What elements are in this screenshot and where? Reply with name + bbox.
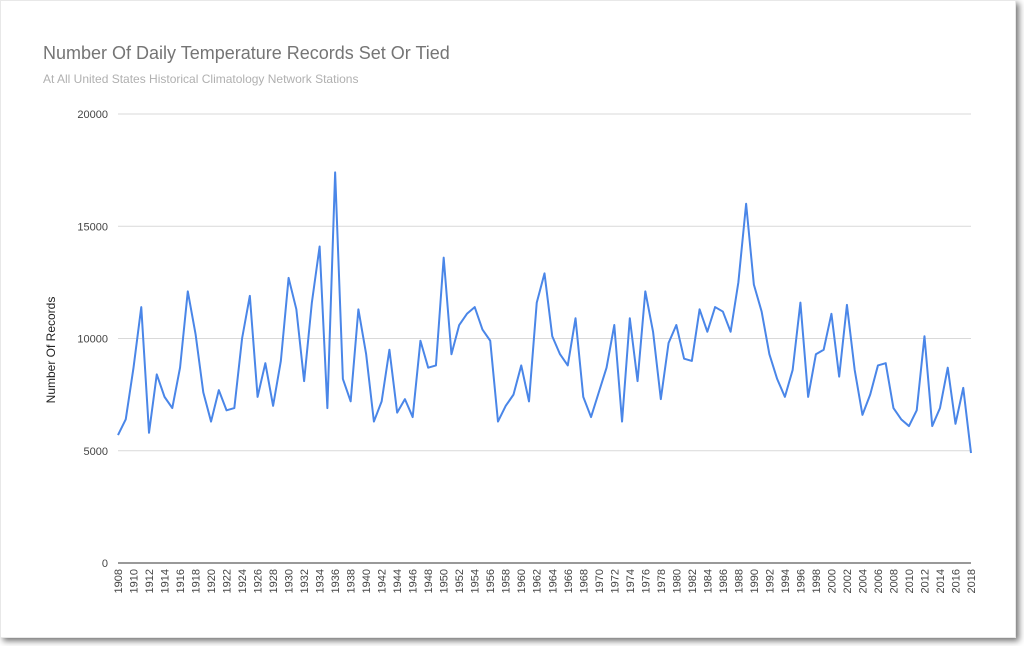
x-tick-label: 1950 — [439, 569, 451, 593]
x-tick-label: 1954 — [470, 569, 482, 593]
x-tick-label: 2000 — [826, 569, 838, 593]
x-tick-label: 2010 — [904, 569, 916, 593]
series-layer — [117, 171, 972, 454]
x-tick-label: 1966 — [563, 569, 575, 593]
x-tick-label: 1908 — [113, 569, 125, 593]
x-tick-label: 1936 — [330, 569, 342, 593]
x-tick-label: 1986 — [718, 569, 730, 593]
x-tick-label: 1930 — [284, 569, 296, 593]
x-tick-label: 1920 — [206, 569, 218, 593]
chart-title: Number Of Daily Temperature Records Set … — [43, 43, 450, 63]
x-tick-label: 2012 — [919, 569, 931, 593]
x-tick-label: 2016 — [950, 569, 962, 593]
series-line — [117, 171, 972, 454]
y-tick-label: 0 — [102, 558, 108, 570]
x-tick-label: 1956 — [485, 569, 497, 593]
x-tick-label: 1960 — [516, 569, 528, 593]
x-tick-label: 1928 — [268, 569, 280, 593]
x-tick-label: 1948 — [423, 569, 435, 593]
x-tick-label: 1940 — [361, 569, 373, 593]
chart-subtitle: At All United States Historical Climatol… — [43, 72, 359, 86]
y-tick-label: 10000 — [77, 334, 108, 346]
x-tick-label: 1926 — [253, 569, 265, 593]
x-tick-label: 1972 — [609, 569, 621, 593]
y-axis-ticks: 0 5000 10000 15000 20000 — [77, 109, 108, 570]
y-tick-label: 20000 — [77, 109, 108, 121]
x-tick-label: 1912 — [144, 569, 156, 593]
x-tick-label: 2006 — [873, 569, 885, 593]
x-tick-label: 1946 — [408, 569, 420, 593]
x-tick-label: 2002 — [842, 569, 854, 593]
x-tick-label: 1922 — [222, 569, 234, 593]
x-tick-label: 1944 — [392, 569, 404, 593]
gridlines — [118, 113, 971, 452]
x-tick-label: 1932 — [299, 569, 311, 593]
x-tick-label: 1952 — [454, 569, 466, 593]
x-tick-label: 1968 — [578, 569, 590, 593]
x-tick-label: 1910 — [129, 569, 141, 593]
x-tick-label: 1992 — [764, 569, 776, 593]
x-tick-label: 1984 — [702, 569, 714, 593]
x-tick-label: 1934 — [315, 569, 327, 593]
x-tick-label: 1988 — [733, 569, 745, 593]
x-tick-label: 1980 — [671, 569, 683, 593]
x-tick-label: 1994 — [780, 569, 792, 593]
x-tick-label: 1998 — [811, 569, 823, 593]
x-tick-label: 2018 — [966, 569, 978, 593]
y-tick-label: 5000 — [84, 446, 108, 458]
y-axis-label: Number Of Records — [44, 297, 58, 404]
x-tick-label: 1916 — [175, 569, 187, 593]
x-tick-label: 2014 — [935, 569, 947, 593]
x-tick-label: 1918 — [191, 569, 203, 593]
x-tick-label: 2004 — [857, 569, 869, 593]
y-tick-label: 15000 — [77, 221, 108, 233]
x-tick-label: 1914 — [160, 569, 172, 593]
x-tick-label: 1962 — [532, 569, 544, 593]
x-tick-label: 1970 — [594, 569, 606, 593]
x-tick-label: 1996 — [795, 569, 807, 593]
x-axis-ticks: 1908 1910 1912 1914 1916 1918 1920 1922 1924 1926… — [113, 569, 978, 593]
x-tick-label: 1958 — [501, 569, 513, 593]
chart-card — [0, 0, 1016, 638]
x-tick-label: 1964 — [547, 569, 559, 593]
x-tick-label: 2008 — [888, 569, 900, 593]
x-tick-label: 1990 — [749, 569, 761, 593]
x-tick-label: 1976 — [640, 569, 652, 593]
x-tick-label: 1924 — [237, 569, 249, 593]
x-tick-label: 1982 — [687, 569, 699, 593]
x-tick-label: 1978 — [656, 569, 668, 593]
x-tick-label: 1974 — [625, 569, 637, 593]
x-tick-label: 1938 — [346, 569, 358, 593]
x-tick-label: 1942 — [377, 569, 389, 593]
